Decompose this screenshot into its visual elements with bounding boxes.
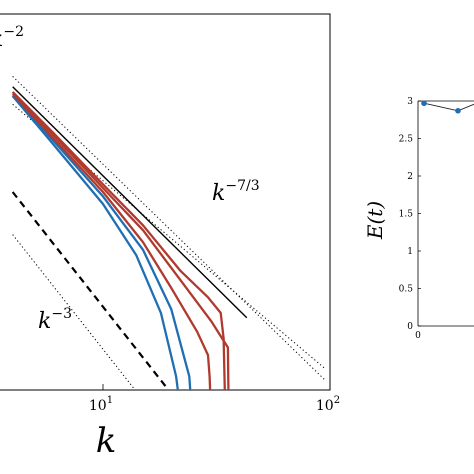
plot-frame — [0, 13, 331, 391]
energy-y-tick-label: 1 — [407, 247, 413, 257]
energy-y-tick-label: 3 — [407, 97, 413, 107]
energy-plot: 0 0.5 1 1.5 2 2.5 3 0 E(t) — [363, 97, 474, 341]
spectrum-line-3 — [11, 93, 212, 390]
ref-line-k-7-3-dotted — [12, 76, 326, 381]
x-tick-exponent: 2 — [334, 395, 340, 406]
x-axis-label: k — [96, 421, 117, 461]
slope-annotations: k−2k−7/3k−3 — [0, 24, 260, 334]
x-tick-exponent: 1 — [107, 395, 113, 406]
x-tick-label: 102 — [316, 395, 340, 414]
annotation-exponent: −7/3 — [225, 178, 259, 194]
spectrum-line-5 — [11, 91, 226, 390]
spectrum-series — [11, 91, 230, 390]
annotation-k-2: k−2 — [0, 24, 24, 52]
annotation-base: k — [38, 309, 51, 334]
energy-series — [421, 100, 474, 114]
energy-y-tick-label: 0.5 — [399, 285, 414, 295]
energy-y-axis-label: E(t) — [363, 201, 387, 240]
ref-line-k-3-dotted — [12, 234, 136, 390]
energy-y-tick-label: 0 — [407, 322, 413, 332]
ref-line-k-3-dashed — [11, 191, 170, 390]
reference-lines — [11, 76, 326, 390]
energy-point — [421, 100, 427, 107]
annotation-exponent: −3 — [51, 306, 72, 322]
energy-x-tick-label: 0 — [415, 331, 421, 341]
energy-x-ticks: 0 — [415, 331, 421, 341]
energy-y-tick-label: 1.5 — [399, 210, 414, 220]
energy-y-tick-label: 2 — [407, 172, 413, 182]
annotation-base: k — [212, 181, 225, 206]
x-tick-label: 101 — [89, 395, 113, 414]
energy-y-tick-label: 2.5 — [399, 135, 414, 145]
ref-line-k-7-3-solid — [12, 86, 248, 319]
spectrum-line-1 — [11, 95, 180, 390]
spectrum-line-4 — [11, 91, 230, 390]
energy-y-ticks: 0 0.5 1 1.5 2 2.5 3 — [399, 97, 421, 332]
energy-point — [455, 107, 461, 114]
energy-y-label-text: E(t) — [363, 201, 387, 240]
annotation-k-3: k−3 — [38, 306, 72, 334]
energy-line — [423, 102, 474, 112]
x-axis-ticks: 101 102 — [89, 384, 340, 414]
annotation-exponent: −2 — [3, 24, 24, 40]
annotation-base: k — [0, 27, 3, 52]
spectrum-line-2 — [11, 95, 192, 390]
annotation-k-7-3: k−7/3 — [212, 178, 260, 206]
